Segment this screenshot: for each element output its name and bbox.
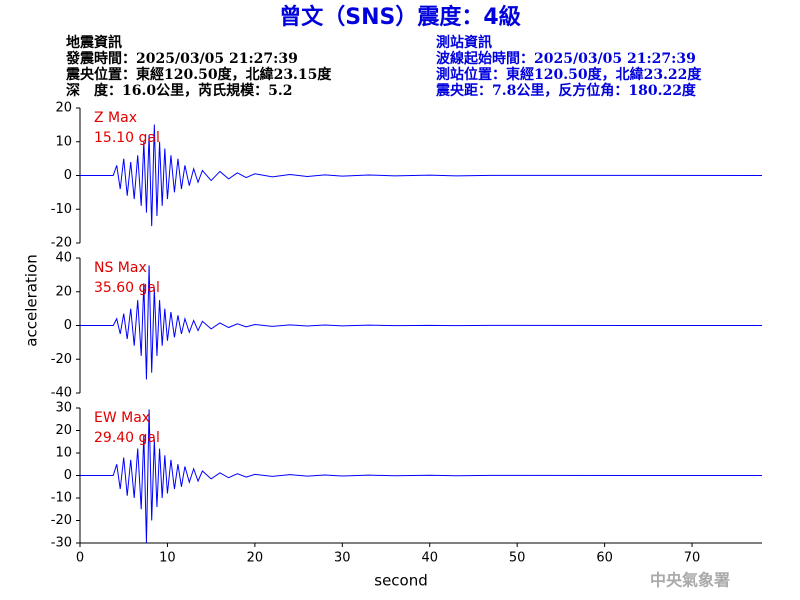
y-tick-label: 30 [55,401,72,416]
y-tick-label: 10 [55,134,72,149]
y-tick-label: 0 [64,168,72,183]
y-tick-label: -10 [51,202,72,217]
y-axis-label: acceleration [23,254,41,346]
y-tick-label: -20 [51,513,72,528]
x-tick-label: 0 [76,551,84,566]
quake-info: 深 度：16.0公里，芮氏規模：5.2 [66,82,292,99]
station-info: 波線起始時間：2025/03/05 21:27:39 [436,50,696,67]
y-tick-label: 0 [64,318,72,333]
x-tick-label: 40 [421,551,438,566]
waveform [80,124,763,227]
station-info: 測站位置：東經120.50度，北緯23.22度 [436,66,702,83]
quake-info: 地震資訊 [66,34,122,51]
y-tick-label: -40 [51,386,72,401]
x-tick-label: 70 [684,551,701,566]
title: 曾文（SNS）震度：4級 [279,4,520,30]
max-label: NS Max [94,260,147,276]
x-tick-label: 20 [247,551,264,566]
y-tick-label: -10 [51,491,72,506]
station-info: 震央距：7.8公里，反方位角：180.22度 [435,82,697,99]
x-tick-label: 30 [334,551,351,566]
max-label: 29.40 gal [94,430,160,446]
x-tick-label: 50 [509,551,526,566]
waveform [80,409,763,544]
y-tick-label: 20 [55,101,72,116]
x-tick-label: 10 [159,551,176,566]
quake-info: 發震時間：2025/03/05 21:27:39 [65,50,298,67]
max-label: Z Max [94,110,137,126]
y-tick-label: 20 [55,284,72,299]
y-tick-label: -30 [51,536,72,551]
y-tick-label: 40 [55,251,72,266]
y-tick-label: 20 [55,423,72,438]
y-tick-label: 0 [64,468,72,483]
x-axis-label: second [374,572,428,590]
y-tick-label: -20 [51,352,72,367]
y-tick-label: -20 [51,236,72,251]
station-info: 測站資訊 [436,34,492,51]
y-tick-label: 10 [55,446,72,461]
max-label: 35.60 gal [94,280,160,296]
watermark: 中央氣象署 [650,571,730,590]
x-tick-label: 60 [596,551,613,566]
max-label: 15.10 gal [94,130,160,146]
waveform [80,265,763,380]
quake-info: 震央位置：東經120.50度，北緯23.15度 [65,66,332,83]
max-label: EW Max [94,410,150,426]
